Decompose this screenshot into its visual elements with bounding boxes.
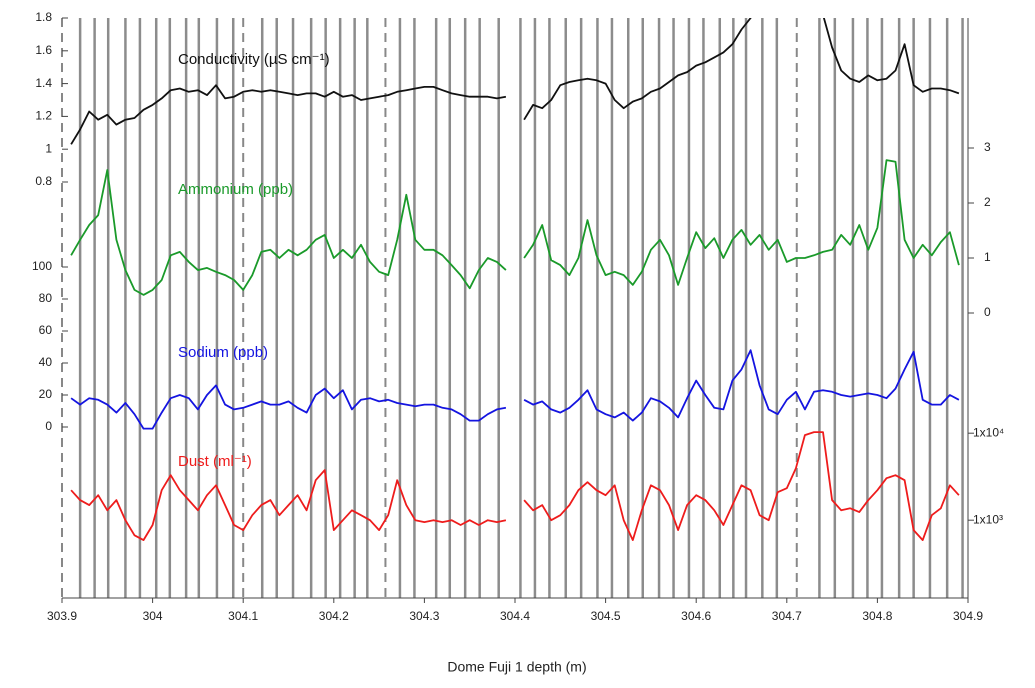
series-line (70, 159, 960, 296)
series-label: Sodium (ppb) (178, 344, 268, 361)
series-label: Conductivity (µS cm⁻¹) (178, 51, 330, 68)
y-tick-label: 1x10⁴ (973, 425, 1004, 439)
marker-layer (61, 18, 964, 598)
series-line (70, 18, 960, 145)
y-tick-label: 2 (984, 195, 991, 209)
y-tick-label: 1.8 (35, 10, 52, 24)
line-layer (70, 18, 960, 541)
y-tick-label: 1.4 (35, 76, 52, 90)
series-label: Ammonium (ppb) (178, 181, 293, 198)
series-line (70, 349, 960, 430)
y-tick-label: 0.8 (35, 174, 52, 188)
x-tick-label: 304 (143, 609, 163, 623)
x-axis-label: Dome Fuji 1 depth (m) (447, 659, 586, 675)
x-tick-label: 304.9 (953, 609, 983, 623)
y-tick-label: 60 (39, 323, 53, 337)
x-tick-label: 304.6 (681, 609, 711, 623)
y-tick-label: 1x10³ (973, 512, 1003, 526)
y-tick-label: 1 (45, 141, 52, 155)
x-tick-label: 304.1 (228, 609, 258, 623)
x-tick-label: 304.3 (409, 609, 439, 623)
y-tick-label: 1 (984, 250, 991, 264)
y-tick-label: 0 (984, 305, 991, 319)
x-tick-label: 304.2 (319, 609, 349, 623)
x-tick-label: 304.8 (862, 609, 892, 623)
y-tick-label: 1.2 (35, 109, 52, 123)
y-tick-label: 20 (39, 387, 53, 401)
x-tick-label: 303.9 (47, 609, 77, 623)
y-tick-label: 1.6 (35, 43, 52, 57)
x-tick-label: 304.7 (772, 609, 802, 623)
x-tick-label: 304.5 (591, 609, 621, 623)
y-tick-label: 40 (39, 355, 53, 369)
y-tick-label: 0 (45, 419, 52, 433)
y-tick-label: 100 (32, 259, 52, 273)
series-line (70, 431, 960, 541)
y-tick-label: 3 (984, 140, 991, 154)
x-tick-label: 304.4 (500, 609, 530, 623)
series-label: Dust (ml⁻¹) (178, 453, 252, 470)
y-tick-label: 80 (39, 291, 53, 305)
